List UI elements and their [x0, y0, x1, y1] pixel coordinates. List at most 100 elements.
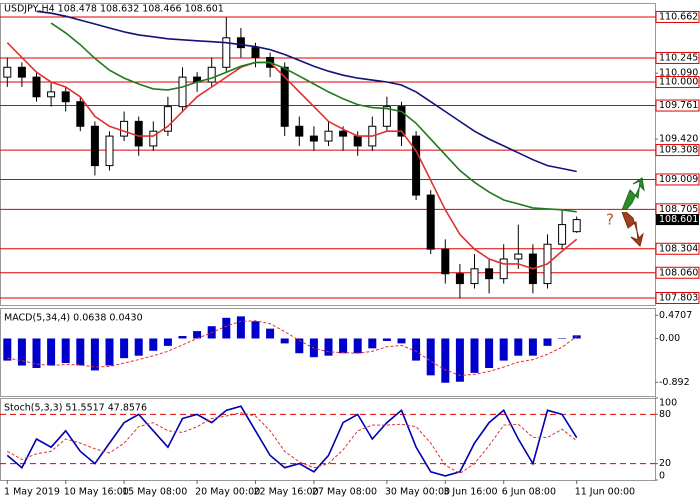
y-tick-label: 0: [659, 471, 665, 482]
candle-body: [47, 91, 56, 98]
stoch-panel: [0, 398, 656, 481]
x-tick-label: 11 Jun 00:00: [575, 487, 635, 498]
price-box: [655, 144, 700, 157]
candle-body: [455, 273, 464, 285]
indicator-line: [6, 405, 578, 477]
y-tick-label: 109.420: [659, 134, 698, 145]
x-tick-label: 20 May 00:00: [195, 487, 260, 498]
candle-body: [470, 268, 479, 285]
macd-bar: [382, 338, 391, 341]
macd-bar: [236, 316, 245, 339]
macd-bar: [76, 338, 85, 366]
macd-bar: [324, 338, 333, 356]
y-tick-label: 110.245: [659, 52, 698, 63]
macd-bar: [251, 321, 260, 339]
x-tick-label: 27 May 08:00: [312, 487, 377, 498]
last-price-box: [656, 214, 699, 226]
macd-bar: [149, 338, 158, 351]
candle-body: [207, 66, 216, 83]
macd-bar: [90, 338, 99, 371]
macd-bar: [558, 338, 567, 339]
candle-body: [280, 66, 289, 127]
annotation: ?: [606, 211, 614, 229]
candle-body: [134, 120, 143, 147]
macd-bar: [163, 338, 172, 346]
candle-body: [324, 130, 333, 142]
macd-bar: [397, 338, 406, 344]
candle-body: [412, 135, 421, 196]
candle-body: [572, 219, 581, 233]
candle-body: [309, 135, 318, 142]
macd-bar: [266, 328, 275, 339]
candle-body: [499, 258, 508, 280]
candle-body: [222, 37, 231, 68]
macd-bar: [485, 338, 494, 368]
candle-body: [353, 135, 362, 147]
candle-body: [251, 47, 260, 58]
candle-body: [90, 125, 99, 167]
macd-bar: [280, 338, 289, 344]
macd-bar: [32, 338, 41, 368]
macd-panel: [0, 308, 656, 397]
macd-bar: [426, 338, 435, 376]
macd-bar: [134, 338, 143, 356]
up-arrow: [621, 177, 645, 211]
x-tick-label: 15 May 08:00: [122, 487, 187, 498]
y-tick-label: 80: [659, 409, 671, 420]
indicator-line: [7, 412, 578, 474]
candle-body: [236, 37, 245, 49]
indicator-line: [7, 320, 577, 376]
x-tick-label: 3 Jun 16:00: [443, 487, 497, 498]
down-arrow: [621, 211, 644, 247]
y-tick-label: 107.803: [659, 293, 698, 304]
candle-body: [3, 66, 12, 78]
macd-bar: [339, 338, 348, 354]
macd-bar: [105, 338, 114, 366]
candle-body: [426, 194, 435, 250]
candle-body: [32, 76, 41, 98]
price-box: [655, 51, 700, 64]
macd-bar: [528, 338, 537, 356]
macd-bar: [178, 336, 187, 339]
candle-body: [558, 224, 567, 245]
macd-bar: [514, 338, 523, 356]
macd-bar: [455, 338, 464, 382]
candle-body: [149, 130, 158, 147]
y-tick-label: 20: [659, 458, 671, 469]
x-tick-label: 10 May 16:00: [64, 487, 129, 498]
candle-body: [178, 76, 187, 108]
macd-bar: [353, 338, 362, 354]
moving-average: [36, 10, 577, 173]
macd-bar: [193, 331, 202, 339]
candle-body: [485, 268, 494, 280]
y-tick-label: 109.009: [659, 174, 698, 185]
price-box: [655, 266, 700, 279]
macd-bar: [470, 338, 479, 373]
y-tick-label: 0.4707: [659, 310, 692, 321]
candle-body: [120, 120, 129, 137]
y-tick-label: 110.662: [659, 11, 698, 22]
candle-body: [441, 248, 450, 275]
panel-title: USDJPY,H4 108.478 108.632 108.466 108.60…: [4, 4, 224, 15]
price-box: [655, 10, 700, 23]
y-tick-label: 109.308: [659, 145, 698, 156]
candle-body: [61, 91, 70, 103]
price-box: [655, 76, 700, 89]
y-tick-label: 108.060: [659, 267, 698, 278]
macd-bar: [499, 338, 508, 361]
x-tick-label: 30 May 00:00: [385, 487, 450, 498]
y-tick-label: 108.705: [659, 204, 698, 215]
price-box: [655, 242, 700, 255]
macd-bar: [441, 338, 450, 383]
macd-bar: [47, 338, 56, 366]
candle-body: [295, 125, 304, 137]
x-tick-label: 22 May 16:00: [254, 487, 319, 498]
y-tick-label: 108.304: [659, 243, 698, 254]
y-tick-label: 110.000: [659, 77, 698, 88]
candle-body: [76, 101, 85, 127]
x-tick-label: 1 May 2019: [4, 487, 60, 498]
candle-body: [514, 253, 523, 260]
y-tick-label: 110.090: [659, 68, 698, 79]
